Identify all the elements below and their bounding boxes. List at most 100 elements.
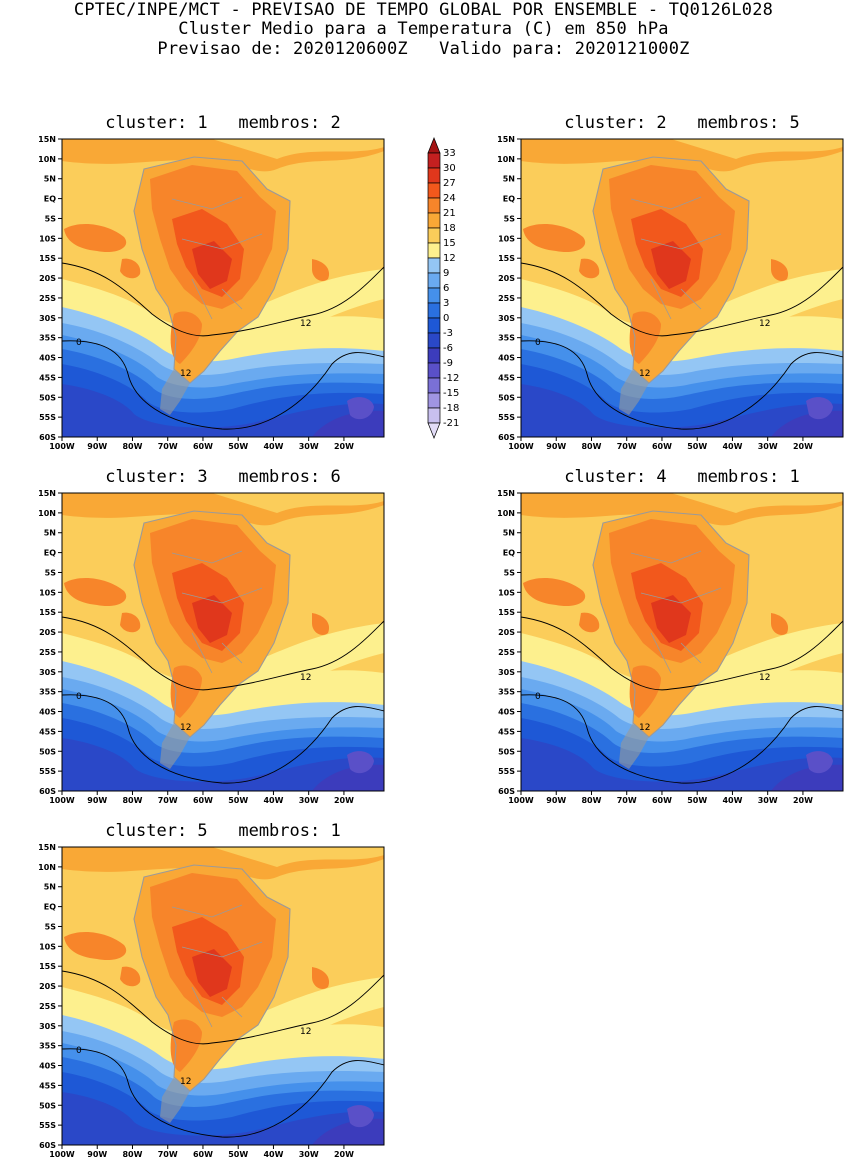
lat-tick-label: 35S — [39, 334, 56, 343]
colorbar-label: -3 — [443, 328, 453, 339]
lat-tick-label: EQ — [44, 549, 56, 558]
lat-tick-label: 25S — [498, 294, 515, 303]
lat-tick-label: 15S — [498, 608, 515, 617]
lat-tick-label: 60S — [498, 787, 515, 796]
temperature-map: 0 12 12 15N 10N 5N EQ 5S 10S 15S 20S 25S 30S 35S 40S 45… — [38, 489, 385, 805]
lat-tick-label: 5S — [45, 568, 57, 577]
lat-tick-label: 40S — [498, 354, 515, 363]
lat-tick-label: 5S — [504, 568, 516, 577]
lat-tick-label: EQ — [44, 903, 56, 912]
lat-tick-label: 35S — [39, 1042, 56, 1051]
colorbar-label: -15 — [443, 388, 459, 399]
contour-label-12: 12 — [300, 319, 311, 329]
lat-tick-label: 60S — [39, 787, 56, 796]
lon-tick-label: 70W — [158, 796, 178, 805]
lat-tick-label: 10S — [498, 234, 515, 243]
lat-tick-label: 15S — [39, 962, 56, 971]
colorbar-swatch — [427, 287, 441, 304]
colorbar-swatch — [427, 197, 441, 214]
lon-tick-label: 100W — [49, 442, 75, 451]
lat-tick-label: 15N — [38, 489, 56, 498]
colorbar-label: 33 — [443, 148, 456, 159]
lat-tick-label: 45S — [39, 727, 56, 736]
figure-title-line-1: CPTEC/INPE/MCT - PREVISAO DE TEMPO GLOBA… — [73, 0, 774, 20]
contour-label-12: 12 — [180, 723, 191, 733]
colorbar-label: 18 — [443, 223, 456, 234]
colorbar-label: -18 — [443, 403, 459, 414]
lat-tick-label: 20S — [498, 274, 515, 283]
lon-tick-label: 90W — [546, 796, 566, 805]
panel-title: cluster: 2 membros: 5 — [564, 113, 800, 133]
contour-label-12: 12 — [639, 723, 650, 733]
lat-tick-label: 30S — [39, 668, 56, 677]
contour-label-0: 0 — [76, 338, 82, 348]
lon-tick-label: 60W — [652, 442, 672, 451]
lon-tick-label: 20W — [334, 442, 354, 451]
lon-tick-label: 80W — [581, 796, 601, 805]
lat-tick-label: 15S — [39, 254, 56, 263]
lon-tick-label: 90W — [546, 442, 566, 451]
colorbar-swatch — [427, 392, 441, 409]
lon-tick-label: 30W — [758, 796, 778, 805]
lat-tick-label: 20S — [39, 274, 56, 283]
contour-label-12: 12 — [180, 1077, 191, 1087]
lon-tick-label: 40W — [722, 442, 742, 451]
lat-tick-label: 50S — [39, 1101, 56, 1110]
colorbar-label: 15 — [443, 238, 456, 249]
lat-tick-label: 25S — [39, 294, 56, 303]
colorbar-swatch — [427, 272, 441, 289]
lat-tick-label: 50S — [498, 747, 515, 756]
lon-tick-label: 30W — [299, 796, 319, 805]
lat-tick-label: 15S — [498, 254, 515, 263]
contour-label-12: 12 — [300, 673, 311, 683]
lat-tick-label: 40S — [39, 708, 56, 717]
lat-tick-label: 35S — [498, 334, 515, 343]
lat-tick-label: 50S — [498, 393, 515, 402]
temperature-map: 0 12 12 15N 10N 5N EQ 5S 10S 15S 20S 25S 30S 35S 40S 45… — [38, 135, 385, 451]
lat-tick-label: 40S — [39, 1062, 56, 1071]
temperature-map: 0 12 12 15N 10N 5N EQ 5S 10S 15S 20S 25S 30S 35S 40S 45… — [497, 489, 844, 805]
lat-tick-label: 20S — [39, 982, 56, 991]
lat-tick-label: 5N — [503, 175, 515, 184]
lat-tick-label: EQ — [44, 195, 56, 204]
lat-tick-label: 10S — [39, 942, 56, 951]
lat-tick-label: 15N — [38, 135, 56, 144]
lat-tick-label: 10N — [497, 155, 515, 164]
colorbar-swatch — [427, 257, 441, 274]
lat-tick-label: 5N — [503, 529, 515, 538]
colorbar-swatch — [427, 317, 441, 334]
lon-tick-label: 100W — [49, 796, 75, 805]
lon-tick-label: 60W — [193, 442, 213, 451]
colorbar-label: -9 — [443, 358, 453, 369]
lat-tick-label: 35S — [39, 688, 56, 697]
lat-tick-label: 40S — [39, 354, 56, 363]
contour-label-12: 12 — [759, 319, 770, 329]
lon-tick-label: 30W — [299, 1150, 319, 1159]
lat-tick-label: 45S — [39, 373, 56, 382]
colorbar-swatch — [427, 347, 441, 364]
lat-tick-label: 30S — [39, 1022, 56, 1031]
lon-tick-label: 90W — [87, 1150, 107, 1159]
lon-tick-label: 40W — [263, 1150, 283, 1159]
lon-tick-label: 70W — [158, 442, 178, 451]
colorbar-label: 9 — [443, 268, 449, 279]
lat-tick-label: 60S — [498, 433, 515, 442]
lat-tick-label: 5S — [504, 214, 516, 223]
lat-tick-label: 30S — [498, 314, 515, 323]
lon-tick-label: 90W — [87, 796, 107, 805]
contour-label-0: 0 — [76, 692, 82, 702]
contour-label-12: 12 — [639, 369, 650, 379]
lat-tick-label: EQ — [503, 195, 515, 204]
colorbar-swatch — [427, 182, 441, 199]
colorbar-label: 30 — [443, 163, 456, 174]
lat-tick-label: 5S — [45, 922, 57, 931]
lon-tick-label: 60W — [652, 796, 672, 805]
lat-tick-label: 25S — [39, 1002, 56, 1011]
lat-tick-label: 25S — [498, 648, 515, 657]
lat-tick-label: 5N — [44, 529, 56, 538]
lat-tick-label: 45S — [498, 727, 515, 736]
temperature-map: 0 12 12 15N 10N 5N EQ 5S 10S 15S 20S 25S 30S 35S 40S 45… — [497, 135, 844, 451]
figure-title-line-3: Previsao de: 2020120600Z Valido para: 20… — [157, 39, 690, 59]
temperature-map: 0 12 12 15N 10N 5N EQ 5S 10S 15S 20S 25S 30S 35S 40S 45… — [38, 843, 385, 1159]
